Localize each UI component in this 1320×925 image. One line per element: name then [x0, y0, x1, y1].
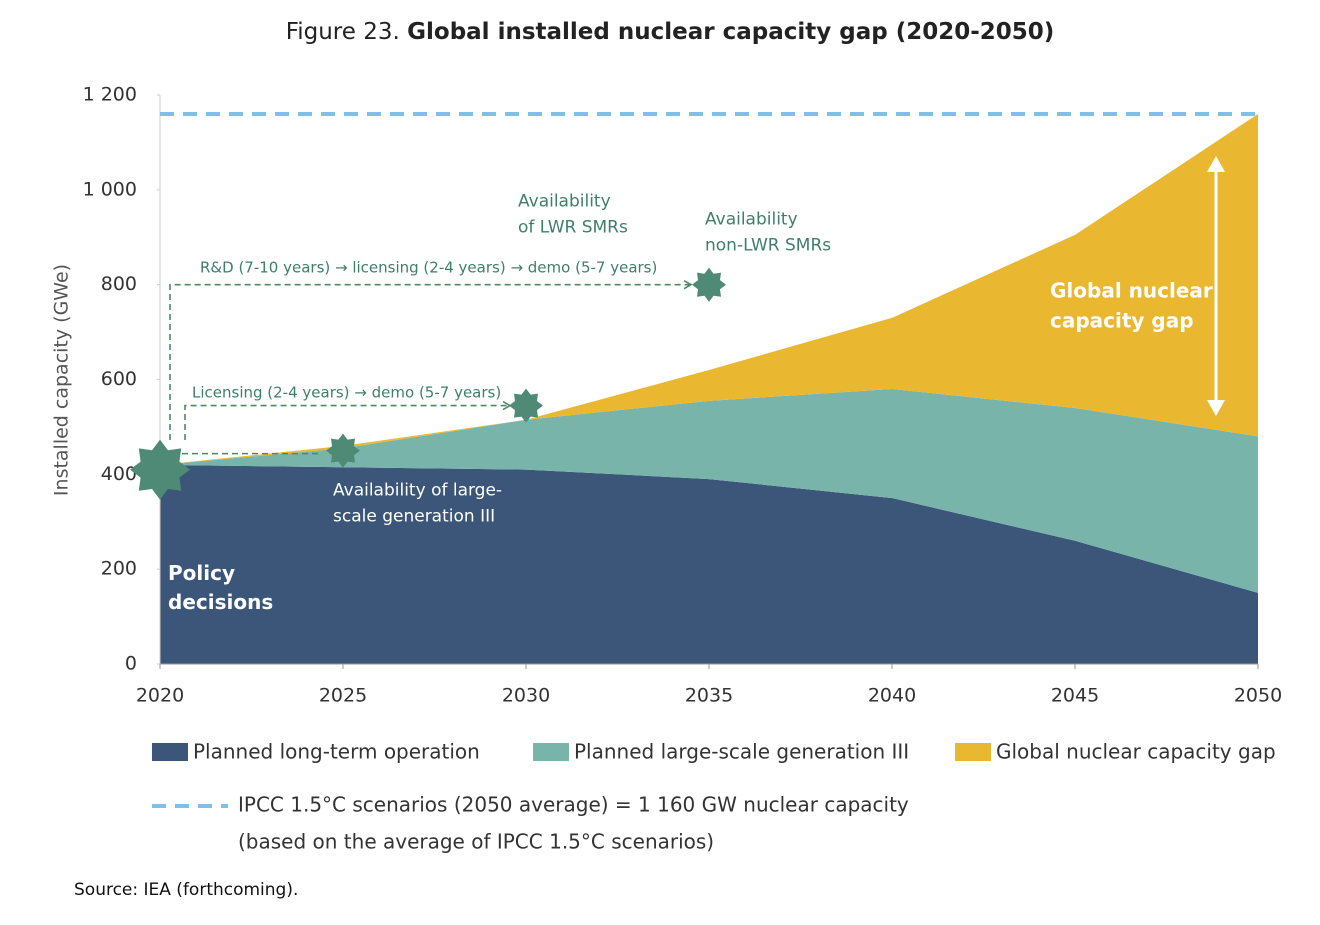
y-tick-label: 400 — [101, 463, 137, 485]
title-prefix: Figure 23. — [286, 19, 400, 45]
y-tick-label: 200 — [101, 558, 137, 580]
chart-title: Figure 23. Global installed nuclear capa… — [286, 19, 1055, 45]
milestone-label: of LWR SMRs — [518, 218, 628, 238]
title-main: Global installed nuclear capacity gap (2… — [407, 19, 1054, 45]
y-tick-label: 0 — [125, 653, 137, 675]
x-tick-label: 2025 — [319, 685, 367, 707]
gap-arrow-head — [1207, 156, 1225, 172]
milestone — [509, 388, 543, 423]
pathway-arrow — [169, 283, 691, 440]
gap-label: capacity gap — [1050, 309, 1194, 333]
milestone-label: decisions — [168, 590, 273, 614]
y-axis-title: Installed capacity (GWe) — [51, 264, 73, 496]
y-tick-label: 1 200 — [83, 84, 137, 106]
legend-swatch — [152, 743, 188, 761]
legend-label: (based on the average of IPCC 1.5°C scen… — [238, 830, 714, 854]
legend-swatch — [533, 743, 569, 761]
x-tick-label: 2030 — [502, 685, 550, 707]
area — [160, 464, 1258, 664]
milestone — [326, 433, 360, 468]
x-tick-label: 2035 — [685, 685, 733, 707]
milestone — [130, 439, 190, 500]
area — [160, 388, 1258, 593]
milestone-label: scale generation III — [333, 507, 495, 527]
milestone-label: Availability of large- — [333, 481, 502, 501]
x-tick-label: 2050 — [1234, 685, 1282, 707]
pathway-arrow-head — [683, 279, 693, 290]
gap-label: Global nuclear — [1050, 279, 1213, 303]
legend-swatch — [955, 743, 991, 761]
y-tick-label: 800 — [101, 273, 137, 295]
milestone — [692, 267, 726, 302]
legend-label: Planned long-term operation — [193, 740, 480, 764]
y-tick-label: 600 — [101, 368, 137, 390]
source: Source: IEA (forthcoming). — [74, 880, 298, 900]
y-tick-label: 1 000 — [83, 178, 137, 200]
milestone-label: non-LWR SMRs — [705, 236, 831, 256]
x-tick-label: 2020 — [136, 685, 184, 707]
legend-label: Planned large-scale generation III — [574, 740, 909, 764]
pathway-label: Licensing (2-4 years) → demo (5-7 years) — [192, 384, 501, 402]
gap-arrow-head — [1207, 400, 1225, 416]
area — [160, 113, 1258, 465]
milestone-label: Availability — [705, 210, 798, 230]
legend-label: Global nuclear capacity gap — [996, 740, 1276, 764]
x-tick-label: 2040 — [868, 685, 916, 707]
legend-label: IPCC 1.5°C scenarios (2050 average) = 1 … — [238, 793, 909, 817]
pathway-arrow — [184, 404, 510, 440]
x-tick-label: 2045 — [1051, 685, 1099, 707]
milestone-label: Policy — [168, 561, 235, 585]
milestone-label: Availability — [518, 192, 611, 212]
pathway-label: R&D (7-10 years) → licensing (2-4 years)… — [200, 259, 657, 277]
